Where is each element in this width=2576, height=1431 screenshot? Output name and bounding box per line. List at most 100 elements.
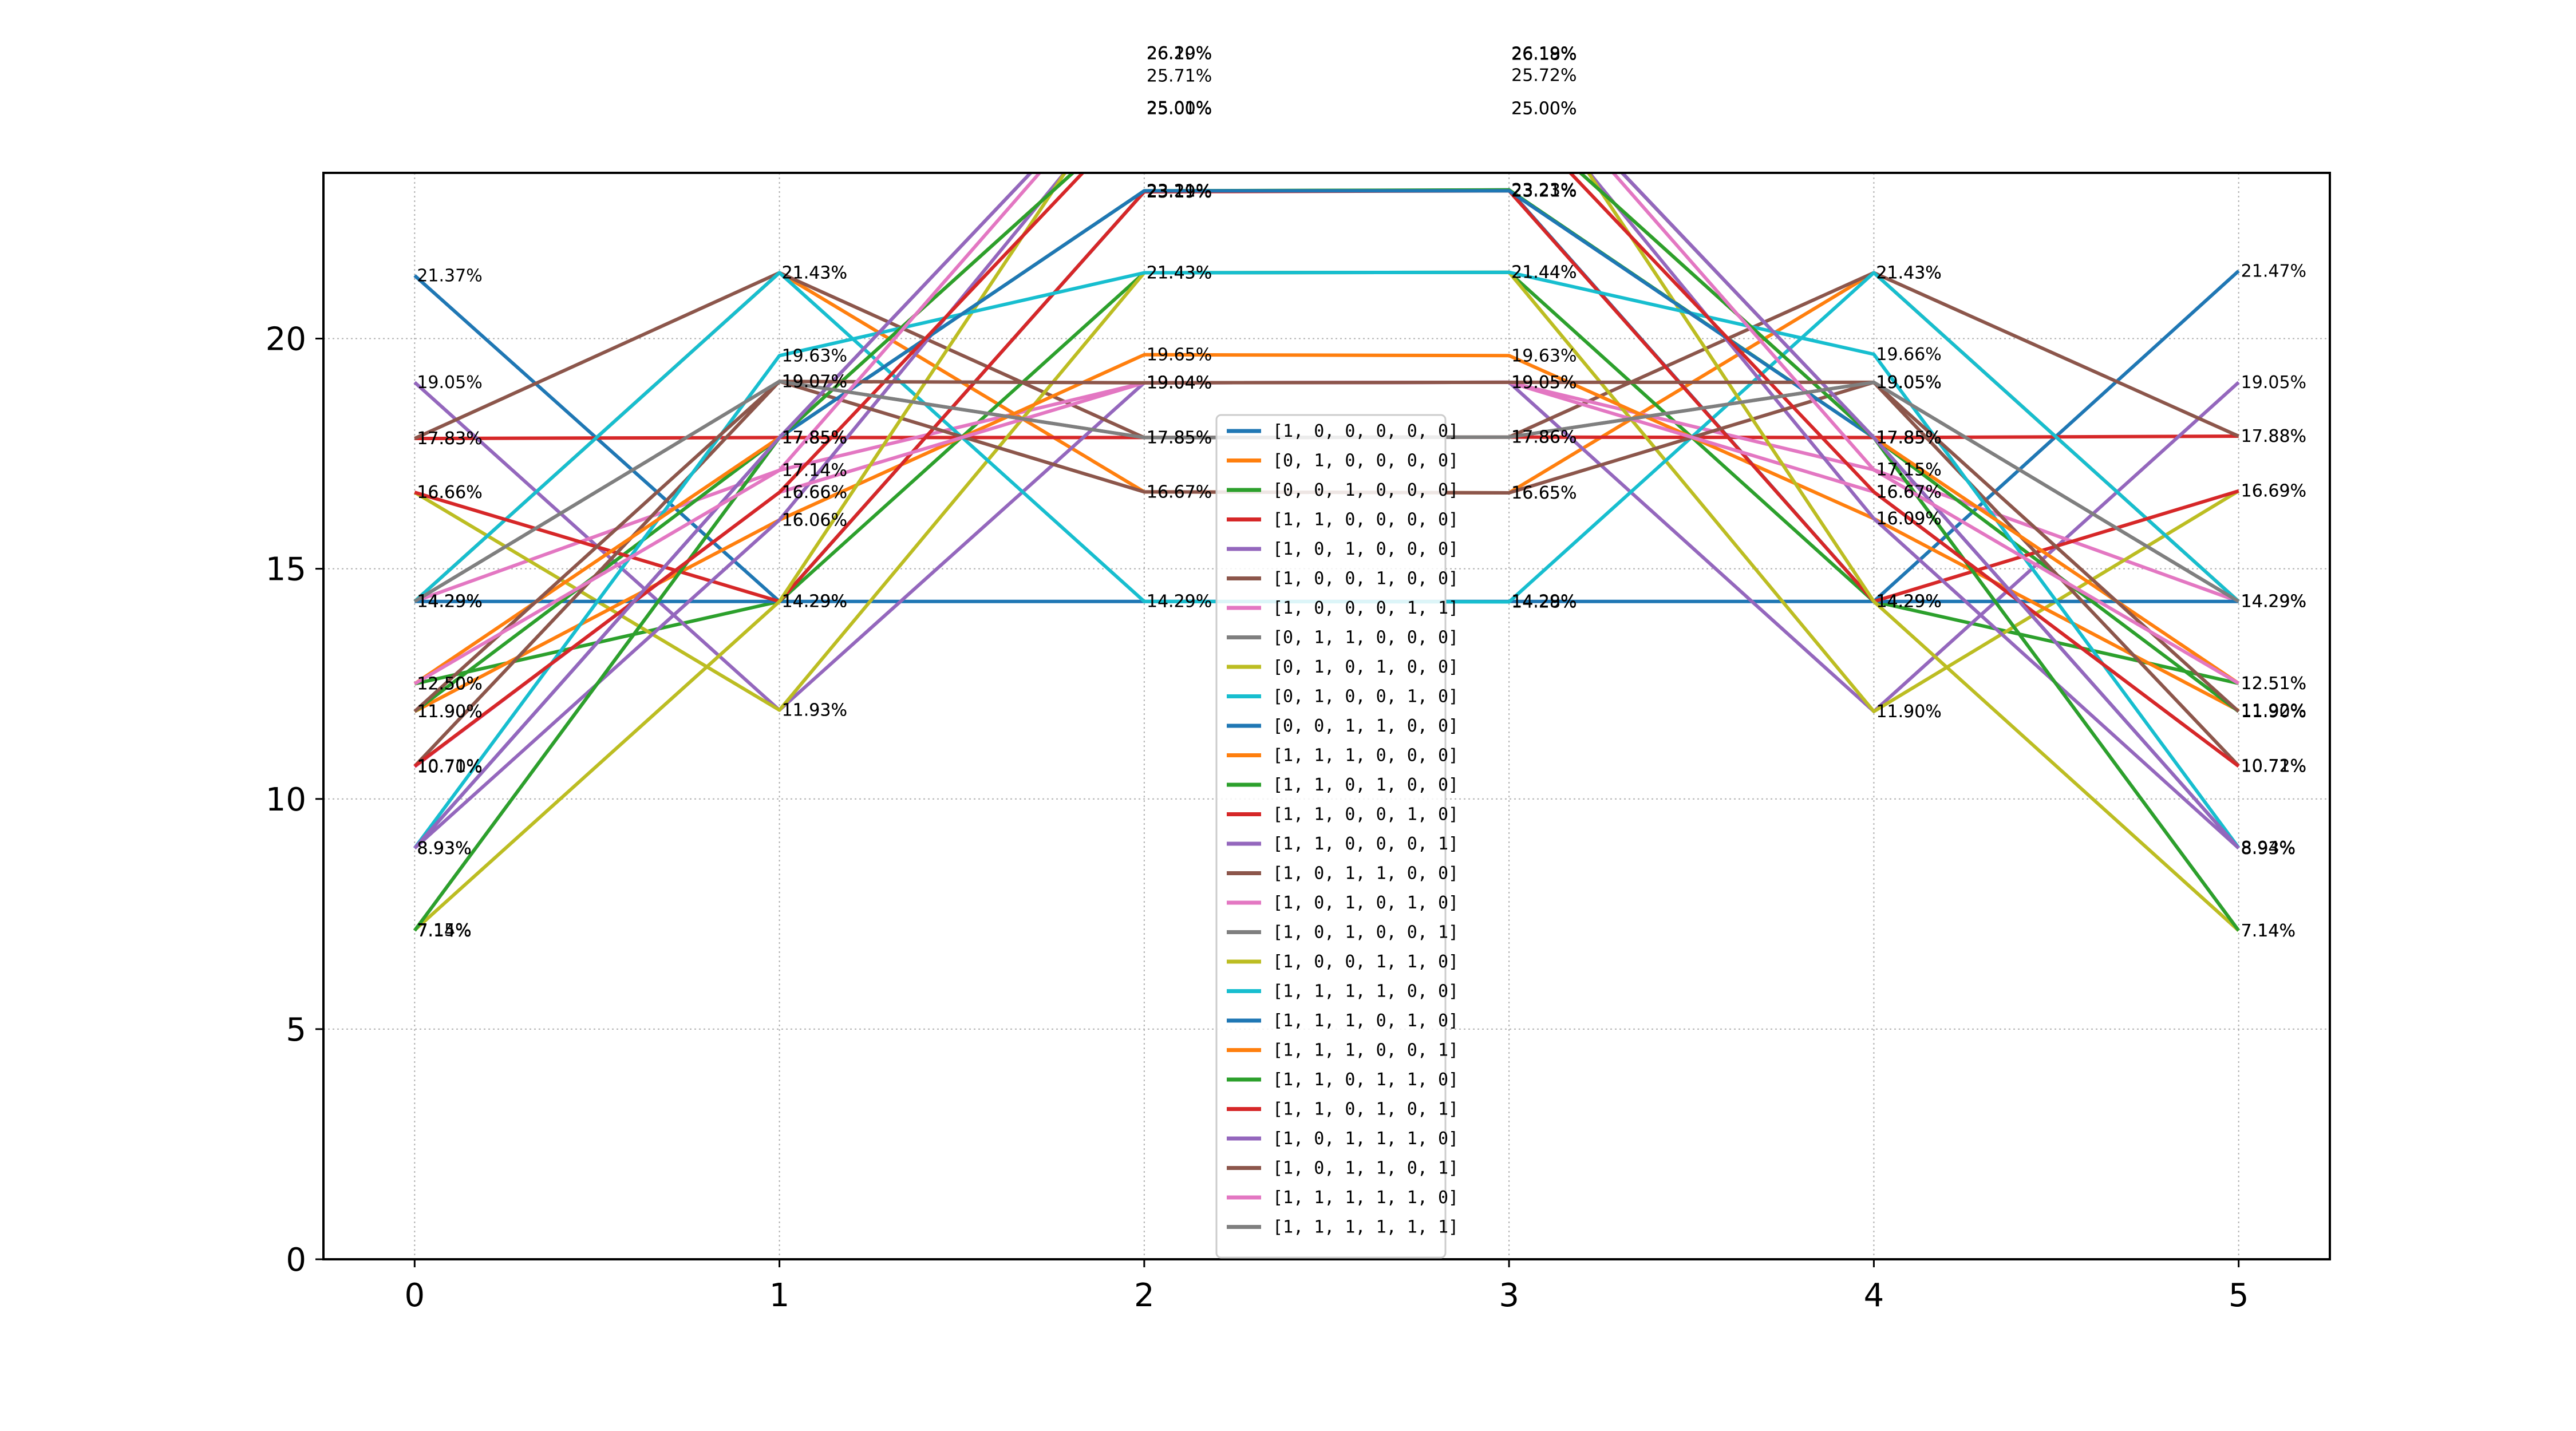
data-label: 14.29% [1147,592,1212,612]
legend-entry: [0, 1, 0, 1, 0, 0] [1273,657,1459,677]
legend-entry: [1, 1, 1, 1, 1, 0] [1273,1188,1459,1208]
data-label: 14.29% [2241,592,2306,612]
data-label: 17.85% [1876,428,1941,448]
data-label: 19.05% [1511,373,1577,393]
series-line [413,173,2240,768]
data-label: 7.14% [417,921,471,941]
data-label: 17.85% [1876,428,1941,448]
data-label: 21.44% [1511,263,1577,283]
data-label: 25.00% [1147,98,1212,118]
data-label: 19.05% [1876,373,1941,393]
data-label: 23.23% [1511,180,1577,200]
data-label: 11.93% [782,701,847,721]
data-label: 17.85% [1876,428,1941,448]
data-label: 19.04% [1147,373,1212,393]
data-label: 10.72% [2241,756,2306,776]
data-label: 23.23% [1511,180,1577,200]
tick-layer: 0 1 2 3 4 5 0 5 10 15 20 [266,321,2249,1314]
data-label: 17.85% [782,428,847,448]
legend-entry: [1, 1, 1, 1, 0, 0] [1273,982,1459,1002]
data-label: 26.19% [1147,44,1212,64]
data-label: 7.14% [2241,921,2296,941]
data-label: 8.93% [417,839,471,859]
y-tick-label: 15 [266,551,306,588]
data-label: 26.20% [1147,44,1212,64]
data-label: 25.00% [1511,98,1577,118]
data-label: 17.85% [1876,428,1941,448]
data-label: 17.85% [782,428,847,448]
data-label: 17.88% [2241,426,2306,446]
data-label: 25.01% [1147,98,1212,118]
series-line [413,353,2240,713]
data-label: 17.85% [782,428,847,448]
data-label: 12.51% [2241,674,2306,694]
data-label: 14.29% [1876,592,1941,612]
data-label: 14.29% [417,592,482,612]
data-label: 26.19% [1511,44,1577,64]
data-label: 14.29% [782,592,847,612]
legend-entry: [0, 1, 0, 0, 1, 0] [1273,687,1459,707]
data-label: 17.85% [1147,428,1212,448]
data-label: 19.07% [782,371,847,392]
series-line [413,380,2240,713]
data-label: 14.29% [2241,592,2306,612]
data-label: 19.07% [782,371,847,392]
x-tick-label: 1 [769,1277,790,1314]
data-label: 23.19% [1147,182,1212,202]
data-label: 14.29% [2241,592,2306,612]
data-label: 14.29% [1147,592,1212,612]
data-label: 12.50% [417,674,482,694]
legend-entry: [1, 1, 1, 0, 0, 0] [1273,746,1459,766]
legend-entry: [1, 0, 0, 1, 0, 0] [1273,569,1459,589]
data-label: 19.04% [1147,373,1212,393]
legend-entry: [1, 1, 0, 1, 0, 1] [1273,1100,1459,1120]
data-label: 14.29% [1876,592,1941,612]
x-tick-label: 0 [404,1277,425,1314]
data-label: 17.85% [782,428,847,448]
data-label: 8.93% [2241,839,2296,859]
data-label: 17.85% [782,428,847,448]
data-label: 12.50% [417,674,482,694]
data-label: 14.29% [417,592,482,612]
data-label: 12.51% [2241,674,2306,694]
data-label: 19.05% [1511,373,1577,393]
data-label: 17.15% [1876,460,1941,480]
data-label: 26.20% [1147,44,1212,64]
data-label: 17.85% [782,428,847,448]
data-label: 21.43% [782,263,847,283]
data-label: 17.15% [1876,460,1941,480]
data-label: 21.43% [1147,263,1212,283]
legend-entry: [1, 0, 1, 1, 1, 0] [1273,1129,1459,1149]
data-label: 17.83% [417,429,482,449]
data-label: 17.88% [2241,426,2306,446]
data-label: 21.43% [782,263,847,283]
data-label: 11.92% [2241,701,2306,721]
data-label: 21.47% [2241,261,2306,281]
data-label: 11.90% [1876,702,1941,722]
data-label: 17.86% [1511,428,1577,448]
data-label: 7.14% [417,921,471,941]
data-label: 11.90% [2241,702,2306,722]
data-label: 14.29% [1876,592,1941,612]
data-label: 14.29% [1876,592,1941,612]
data-label: 11.90% [417,702,482,722]
data-label: 19.63% [1511,346,1577,366]
data-label: 23.19% [1147,182,1212,202]
data-label: 14.29% [2241,592,2306,612]
data-label: 21.43% [1876,263,1941,283]
data-label: 12.50% [417,674,482,694]
data-label: 8.93% [417,839,471,859]
data-label: 23.21% [1511,181,1577,201]
data-label: 14.29% [782,592,847,612]
data-label: 11.90% [417,702,482,722]
data-label: 14.29% [782,592,847,612]
y-tick-label: 0 [286,1242,306,1279]
data-label: 17.85% [782,428,847,448]
data-label: 7.14% [2241,921,2296,941]
data-label: 8.93% [2241,839,2296,859]
data-label: 16.65% [1511,483,1577,503]
legend-entry: [1, 0, 1, 1, 0, 1] [1273,1159,1459,1179]
data-label: 14.28% [1511,592,1577,612]
legend-entry: [1, 1, 1, 1, 1, 1] [1273,1217,1459,1238]
